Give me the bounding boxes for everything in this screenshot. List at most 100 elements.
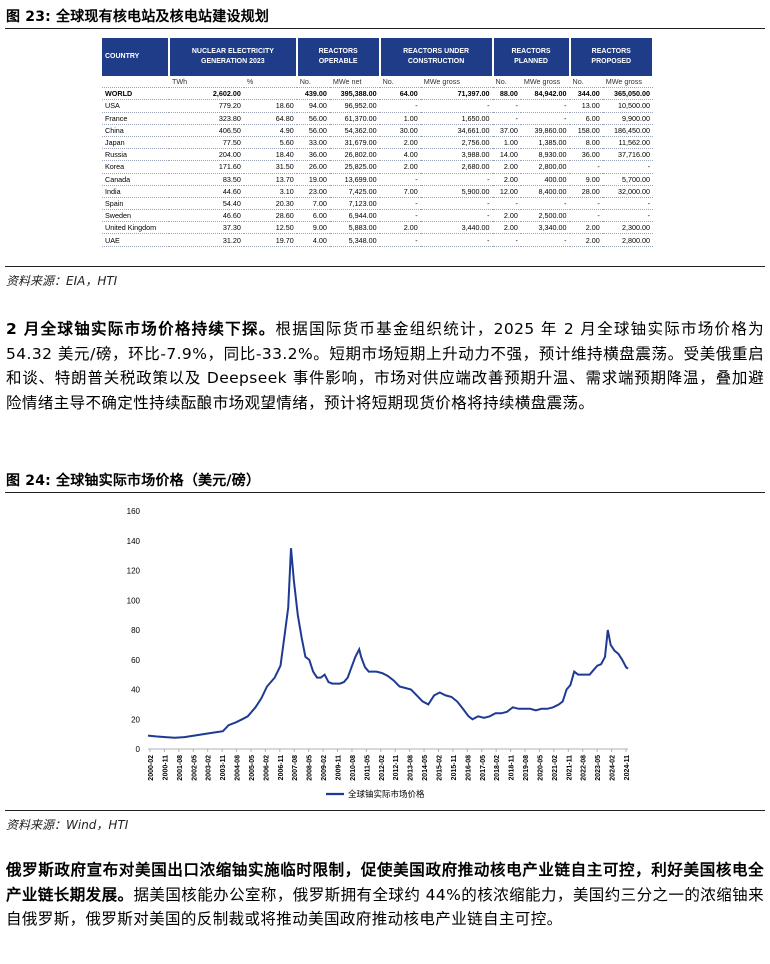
table-header-row: COUNTRY NUCLEAR ELECTRICITY GENERATION 2… <box>102 38 654 76</box>
x-tick-label: 2002-05 <box>191 755 198 781</box>
x-tick-label: 2022-08 <box>581 755 588 781</box>
table-cell: 395,388.00 <box>329 87 380 101</box>
y-tick-label: 40 <box>131 686 140 695</box>
table-cell: 9.00 <box>296 221 330 235</box>
x-tick-label: 2012-02 <box>379 755 386 781</box>
table-cell: 71,397.00 <box>420 87 493 101</box>
table-units-row: TWh% No. MWe net No. MWe gross No. MWe gross No… <box>102 76 653 89</box>
table-cell: 2.00 <box>492 160 521 174</box>
paragraph-body-2: 据美国核能办公室称，俄罗斯拥有全球约 44%的核浓缩能力，美国约三分之一的浓缩铀… <box>6 885 765 929</box>
x-tick-label: 2005-05 <box>249 755 256 781</box>
header-country: COUNTRY <box>102 38 170 76</box>
table-cell: 37.30 <box>169 221 244 235</box>
table-cell: 2,800.00 <box>520 160 570 174</box>
table-cell: 36.00 <box>296 148 330 162</box>
uranium-price-line <box>147 548 629 739</box>
table-cell: 2.00 <box>569 221 603 235</box>
table-cell: 7,123.00 <box>329 197 380 211</box>
table-cell: 36.00 <box>569 148 603 162</box>
x-tick-label: 2006-02 <box>263 755 270 781</box>
uranium-price-chart: 0 20 40 60 80 100 120 140 160 2000-02 2000-11 2001… <box>127 507 631 799</box>
table-cell: - <box>569 197 603 211</box>
table-cell: - <box>420 173 493 186</box>
table-cell: 365,050.00 <box>602 87 653 101</box>
header-operable: REACTORS OPERABLE <box>296 38 381 76</box>
paragraph-lead-2: 俄罗斯政府宣布对美国出口浓缩铀实施临时限制，促使美国政府推动核电产业链自主可控，… <box>6 861 764 904</box>
table-cell: 12.50 <box>243 221 297 235</box>
table-row: Russia 204.00 18.40 36.00 26,802.00 4.00 3,988… <box>102 148 653 162</box>
table-cell: 8.00 <box>569 136 603 150</box>
table-cell: 2,500.00 <box>520 209 570 223</box>
table-cell: 64.00 <box>379 87 421 101</box>
table-cell: 2,300.00 <box>602 221 653 235</box>
table-cell: 31.50 <box>243 160 297 174</box>
y-tick-label: 140 <box>127 537 141 546</box>
x-tick-label: 2020-05 <box>537 755 544 781</box>
table-cell: 19.00 <box>296 173 330 186</box>
table-cell: MWe net <box>329 76 380 89</box>
table-cell: 1.00 <box>492 136 521 150</box>
table-cell: 2,756.00 <box>420 136 493 150</box>
y-tick-label: 100 <box>127 596 141 605</box>
table-cell: 344.00 <box>569 87 603 101</box>
table-cell: 400.00 <box>520 173 570 186</box>
table-cell: - <box>520 99 570 113</box>
table-row: United Kingdom 37.30 12.50 9.00 5,883.00 2.00… <box>102 221 653 235</box>
table-cell: 5,348.00 <box>329 233 380 247</box>
table-cell: 406.50 <box>169 124 244 137</box>
table-cell: 9,900.00 <box>602 112 653 125</box>
table-cell: - <box>379 99 421 113</box>
x-tick-label: 2016-08 <box>465 755 472 781</box>
table-cell: 18.40 <box>243 148 297 162</box>
table-cell: - <box>569 209 603 223</box>
table-cell: 64.80 <box>243 112 297 125</box>
x-tick-label: 2015-11 <box>451 755 458 780</box>
header-proposed: REACTORS PROPOSED <box>569 38 654 76</box>
table-cell: 46.60 <box>169 209 244 223</box>
table-cell: 6,944.00 <box>329 209 380 223</box>
table-cell: 37,716.00 <box>602 148 653 162</box>
table-cell: 28.00 <box>569 185 603 198</box>
table-cell: 14.00 <box>492 148 521 162</box>
table-cell: 28.60 <box>243 209 297 223</box>
x-tick-label: 2013-08 <box>408 755 415 781</box>
table-cell: 54,362.00 <box>329 124 380 137</box>
source-rule-2 <box>5 810 765 811</box>
table-cell: 158.00 <box>569 124 603 137</box>
x-tick-label: 2004-08 <box>235 755 242 781</box>
row-label-cell: India <box>102 185 169 198</box>
table-cell: 186,450.00 <box>602 124 653 137</box>
table-row: Japan 77.50 5.60 33.00 31,679.00 2.00 2,756.00… <box>102 136 653 150</box>
x-tick-label: 2000-11 <box>162 755 169 780</box>
table-cell: 2,800.00 <box>602 233 653 247</box>
header-generation: NUCLEAR ELECTRICITY GENERATION 2023 <box>169 38 298 76</box>
table-cell: - <box>492 197 521 211</box>
table-cell: % <box>243 76 297 89</box>
paragraph-body: 根据国际货币基金组织统计，2025 年 2 月全球铀实际市场价格为 54.32 … <box>6 320 765 412</box>
table-cell: 4.90 <box>243 124 297 137</box>
table-cell: - <box>379 209 421 223</box>
table-cell: 13.00 <box>569 99 603 113</box>
table-row: Sweden 46.60 28.60 6.00 6,944.00- -2.00 2,500.… <box>102 209 653 223</box>
table-row: France 323.80 64.80 56.00 61,370.00 1.00 1,650… <box>102 112 653 125</box>
table-cell: 26.00 <box>296 160 330 174</box>
table-cell: 3,988.00 <box>420 148 493 162</box>
row-label-cell: Spain <box>102 197 169 211</box>
x-tick-label: 2024-02 <box>610 755 617 781</box>
table-cell: 11,562.00 <box>602 136 653 150</box>
x-tick-label: 2017-05 <box>480 755 487 781</box>
chart-legend: 全球铀实际市场价格 <box>326 789 425 799</box>
table-cell: 26,802.00 <box>329 148 380 162</box>
table-cell: 2.00 <box>379 136 421 150</box>
legend-label: 全球铀实际市场价格 <box>348 789 425 799</box>
table-cell: - <box>420 209 493 223</box>
table-cell: 18.60 <box>243 99 297 113</box>
figure-24-source: 资料来源：Wind，HTI <box>6 818 129 832</box>
table-cell: 171.60 <box>169 160 244 174</box>
table-row-world: WORLD 2,602.00 439.00 395,388.00 64.00 71,397… <box>102 87 653 101</box>
table-cell: - <box>379 173 421 186</box>
table-cell: 6.00 <box>569 112 603 125</box>
y-axis: 0 20 40 60 80 100 120 140 160 <box>127 507 141 754</box>
table-cell: 33.00 <box>296 136 330 150</box>
row-label-cell: USA <box>102 99 169 113</box>
